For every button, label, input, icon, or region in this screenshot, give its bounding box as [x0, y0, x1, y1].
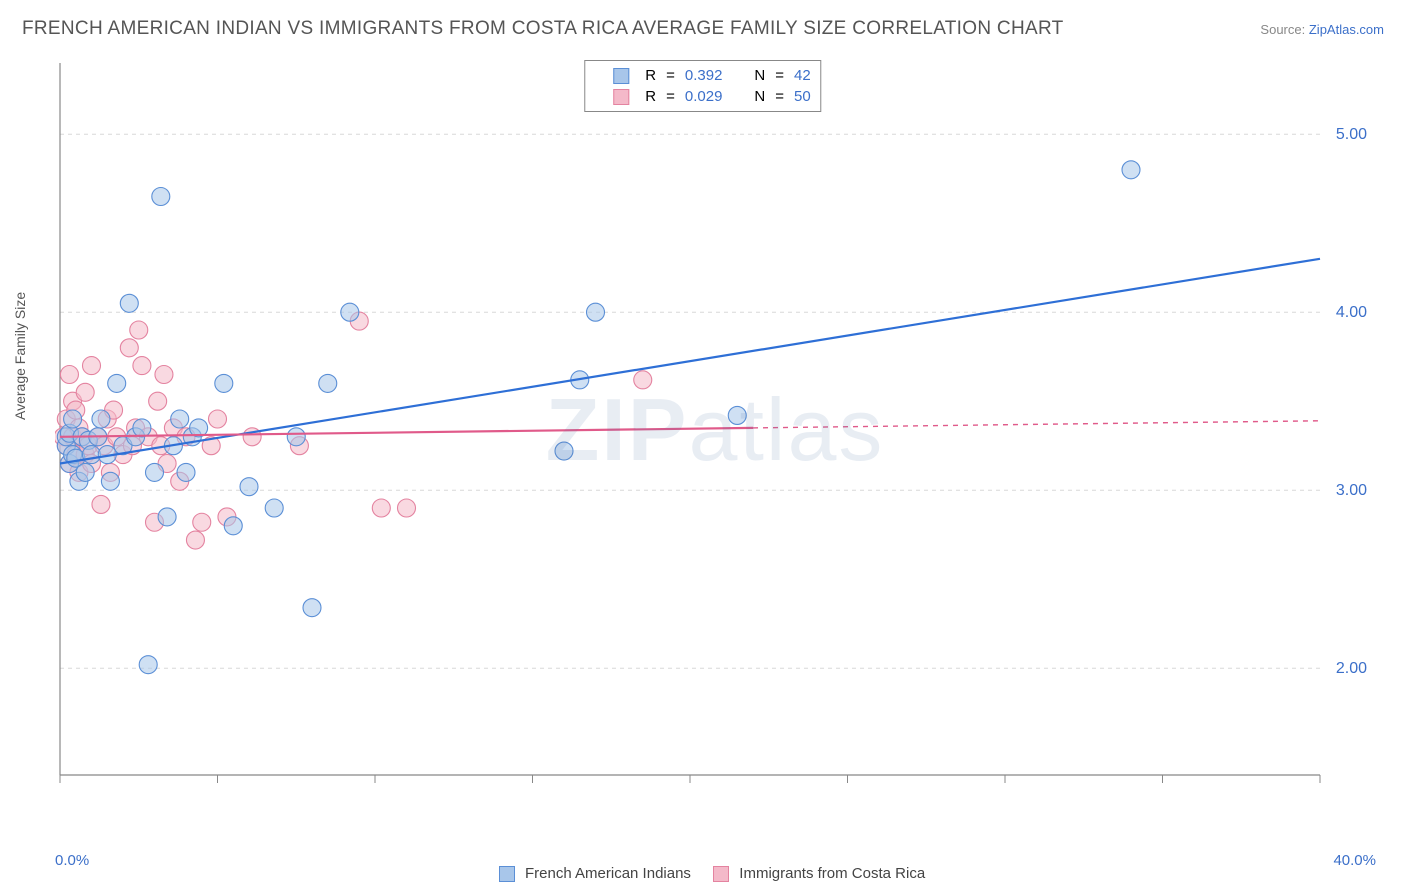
- series-b-name: Immigrants from Costa Rica: [739, 865, 925, 882]
- source-attribution: Source: ZipAtlas.com: [1260, 22, 1384, 37]
- series-a-name: French American Indians: [525, 865, 691, 882]
- svg-text:4.00: 4.00: [1336, 304, 1367, 321]
- R-value-b: 0.029: [685, 88, 723, 105]
- legend-row-series-a: R = 0.392 N = 42: [595, 65, 810, 86]
- swatch-series-b-bottom: [713, 866, 729, 882]
- svg-text:2.00: 2.00: [1336, 660, 1367, 677]
- source-link[interactable]: ZipAtlas.com: [1309, 22, 1384, 37]
- plot-area: 2.003.004.005.00 ZIPatlas: [55, 55, 1375, 805]
- R-label: R: [645, 88, 656, 105]
- svg-text:3.00: 3.00: [1336, 482, 1367, 499]
- chart-container: FRENCH AMERICAN INDIAN VS IMMIGRANTS FRO…: [0, 0, 1406, 892]
- N-label: N: [754, 67, 765, 84]
- N-label: N: [754, 88, 765, 105]
- swatch-series-b: [613, 89, 629, 105]
- eq-sign: =: [775, 88, 784, 105]
- scatter-plot-svg: 2.00 3.00 4.00 5.00: [55, 55, 1375, 805]
- series-legend: French American Indians Immigrants from …: [0, 865, 1406, 882]
- N-value-b: 50: [794, 88, 811, 105]
- R-label: R: [645, 67, 656, 84]
- eq-sign: =: [666, 67, 675, 84]
- y-axis-label: Average Family Size: [12, 292, 28, 420]
- N-value-a: 42: [794, 67, 811, 84]
- chart-title: FRENCH AMERICAN INDIAN VS IMMIGRANTS FRO…: [22, 18, 1064, 40]
- legend-row-series-b: R = 0.029 N = 50: [595, 86, 810, 107]
- swatch-series-a: [613, 68, 629, 84]
- R-value-a: 0.392: [685, 67, 723, 84]
- correlation-legend: R = 0.392 N = 42 R = 0.029 N = 50: [584, 60, 821, 112]
- eq-sign: =: [666, 88, 675, 105]
- eq-sign: =: [775, 67, 784, 84]
- source-label: Source:: [1260, 22, 1305, 37]
- swatch-series-a-bottom: [499, 866, 515, 882]
- svg-text:5.00: 5.00: [1336, 126, 1367, 143]
